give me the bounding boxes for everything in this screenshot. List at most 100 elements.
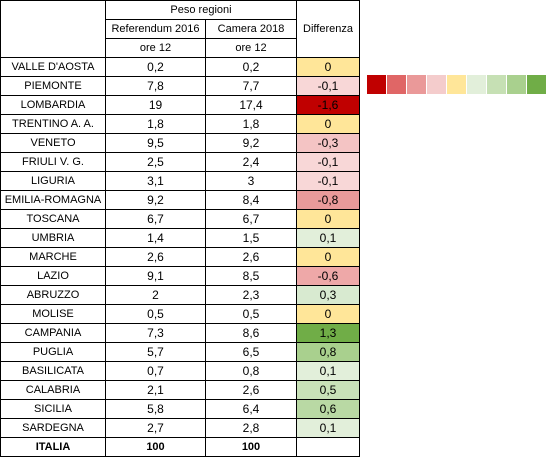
total-camera-2018-cell: 100	[205, 437, 297, 457]
referendum-2016-cell: 0,5	[105, 304, 206, 324]
legend-swatch	[427, 75, 447, 94]
region-cell: TRENTINO A. A.	[0, 114, 106, 134]
referendum-2016-cell: 19	[105, 95, 206, 115]
region-cell: SARDEGNA	[0, 418, 106, 438]
difference-cell: 0	[296, 57, 360, 77]
camera-2018-cell: 0,2	[205, 57, 297, 77]
header-col1-sub: ore 12	[105, 38, 206, 58]
legend-swatch	[367, 75, 387, 94]
referendum-2016-cell: 7,3	[105, 323, 206, 343]
referendum-2016-cell: 7,8	[105, 76, 206, 96]
color-scale-legend	[367, 75, 547, 94]
referendum-2016-cell: 2	[105, 285, 206, 305]
referendum-2016-cell: 5,7	[105, 342, 206, 362]
table-row: EMILIA-ROMAGNA 9,2 8,4 -0,8	[0, 190, 360, 210]
difference-cell: 0,3	[296, 285, 360, 305]
camera-2018-cell: 8,6	[205, 323, 297, 343]
difference-cell: 0	[296, 209, 360, 229]
region-cell: CAMPANIA	[0, 323, 106, 343]
difference-cell: 0,1	[296, 418, 360, 438]
referendum-2016-cell: 0,2	[105, 57, 206, 77]
referendum-2016-cell: 3,1	[105, 171, 206, 191]
difference-cell: 0,8	[296, 342, 360, 362]
difference-cell: 0,1	[296, 361, 360, 381]
camera-2018-cell: 6,7	[205, 209, 297, 229]
total-referendum-2016-cell: 100	[105, 437, 206, 457]
camera-2018-cell: 0,5	[205, 304, 297, 324]
region-cell: MARCHE	[0, 247, 106, 267]
region-cell: TOSCANA	[0, 209, 106, 229]
referendum-2016-cell: 9,1	[105, 266, 206, 286]
region-cell: SICILIA	[0, 399, 106, 419]
header-group-label: Peso regioni	[105, 0, 297, 20]
region-cell: LOMBARDIA	[0, 95, 106, 115]
table-row: VALLE D'AOSTA 0,2 0,2 0	[0, 57, 360, 77]
table-row: MARCHE 2,6 2,6 0	[0, 247, 360, 267]
difference-cell: -0,6	[296, 266, 360, 286]
table-row: UMBRIA 1,4 1,5 0,1	[0, 228, 360, 248]
camera-2018-cell: 2,6	[205, 247, 297, 267]
referendum-2016-cell: 9,5	[105, 133, 206, 153]
table-row: LOMBARDIA 19 17,4 -1,6	[0, 95, 360, 115]
region-cell: CALABRIA	[0, 380, 106, 400]
legend-swatch	[527, 75, 547, 94]
camera-2018-cell: 6,5	[205, 342, 297, 362]
header-blank-cell	[0, 0, 106, 58]
difference-cell: -0,1	[296, 76, 360, 96]
referendum-2016-cell: 0,7	[105, 361, 206, 381]
camera-2018-cell: 2,6	[205, 380, 297, 400]
camera-2018-cell: 2,8	[205, 418, 297, 438]
region-cell: PUGLIA	[0, 342, 106, 362]
difference-cell: -0,1	[296, 152, 360, 172]
referendum-2016-cell: 2,6	[105, 247, 206, 267]
header-col2-label: Camera 2018	[205, 19, 297, 39]
region-cell: LAZIO	[0, 266, 106, 286]
table-row: PIEMONTE 7,8 7,7 -0,1	[0, 76, 360, 96]
table-row: PUGLIA 5,7 6,5 0,8	[0, 342, 360, 362]
table-row: LIGURIA 3,1 3 -0,1	[0, 171, 360, 191]
difference-cell: 0	[296, 304, 360, 324]
difference-cell: 0,6	[296, 399, 360, 419]
total-row: ITALIA 100 100	[0, 437, 360, 457]
table-row: MOLISE 0,5 0,5 0	[0, 304, 360, 324]
difference-cell: -0,8	[296, 190, 360, 210]
legend-swatch	[487, 75, 507, 94]
table-row: SARDEGNA 2,7 2,8 0,1	[0, 418, 360, 438]
legend-swatch	[407, 75, 427, 94]
total-difference-cell	[296, 437, 360, 457]
legend-swatch	[447, 75, 467, 94]
table-row: TRENTINO A. A. 1,8 1,8 0	[0, 114, 360, 134]
camera-2018-cell: 2,4	[205, 152, 297, 172]
camera-2018-cell: 8,5	[205, 266, 297, 286]
table-row: CAMPANIA 7,3 8,6 1,3	[0, 323, 360, 343]
camera-2018-cell: 0,8	[205, 361, 297, 381]
camera-2018-cell: 9,2	[205, 133, 297, 153]
region-cell: FRIULI V. G.	[0, 152, 106, 172]
camera-2018-cell: 6,4	[205, 399, 297, 419]
region-cell: UMBRIA	[0, 228, 106, 248]
legend-swatch	[467, 75, 487, 94]
difference-cell: 1,3	[296, 323, 360, 343]
legend-swatch	[507, 75, 527, 94]
referendum-2016-cell: 2,7	[105, 418, 206, 438]
table-row: ABRUZZO 2 2,3 0,3	[0, 285, 360, 305]
referendum-2016-cell: 1,8	[105, 114, 206, 134]
table-row: FRIULI V. G. 2,5 2,4 -0,1	[0, 152, 360, 172]
difference-cell: -0,1	[296, 171, 360, 191]
table-row: VENETO 9,5 9,2 -0,3	[0, 133, 360, 153]
table-row: SICILIA 5,8 6,4 0,6	[0, 399, 360, 419]
camera-2018-cell: 2,3	[205, 285, 297, 305]
region-cell: VENETO	[0, 133, 106, 153]
camera-2018-cell: 8,4	[205, 190, 297, 210]
referendum-2016-cell: 5,8	[105, 399, 206, 419]
referendum-2016-cell: 1,4	[105, 228, 206, 248]
header-col1-label: Referendum 2016	[105, 19, 206, 39]
camera-2018-cell: 3	[205, 171, 297, 191]
referendum-2016-cell: 2,1	[105, 380, 206, 400]
legend-swatch	[387, 75, 407, 94]
table-row: CALABRIA 2,1 2,6 0,5	[0, 380, 360, 400]
total-region-cell: ITALIA	[0, 437, 106, 457]
region-cell: EMILIA-ROMAGNA	[0, 190, 106, 210]
regional-weight-table: Peso regioni Differenza Referendum 2016 …	[0, 0, 360, 457]
difference-cell: 0	[296, 114, 360, 134]
